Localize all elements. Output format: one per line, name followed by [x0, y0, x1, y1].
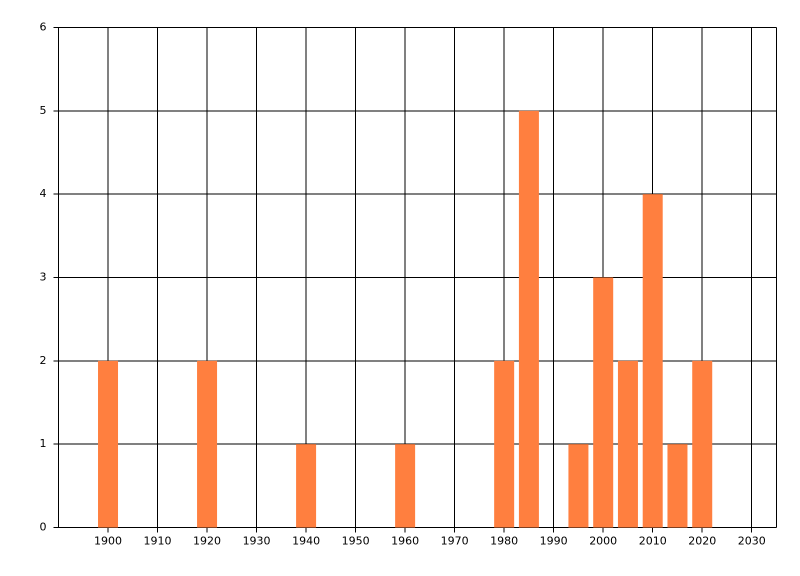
bar: [494, 360, 515, 528]
bar: [593, 277, 614, 528]
x-tick-label: 1990: [540, 535, 568, 548]
x-tick-label: 1950: [342, 535, 370, 548]
bar: [617, 360, 638, 528]
x-tick-label: 1930: [243, 535, 271, 548]
bar: [518, 110, 539, 528]
bar: [296, 444, 317, 528]
y-tick-label: 1: [40, 437, 47, 450]
x-tick-label: 2010: [639, 535, 667, 548]
x-tick-label: 2020: [688, 535, 716, 548]
bar: [667, 444, 688, 528]
y-tick-label: 2: [40, 354, 47, 367]
y-tick-label: 0: [40, 521, 47, 534]
x-tick-label: 1920: [193, 535, 221, 548]
x-tick-label: 1910: [144, 535, 172, 548]
x-tick-label: 1940: [292, 535, 320, 548]
x-tick-label: 1900: [94, 535, 122, 548]
bar: [642, 194, 663, 528]
bar: [692, 360, 713, 528]
y-tick-label: 5: [40, 104, 47, 117]
bar: [98, 360, 119, 528]
bar: [568, 444, 589, 528]
x-tick-label: 1980: [490, 535, 518, 548]
x-tick-label: 1960: [391, 535, 419, 548]
bar: [197, 360, 218, 528]
x-tick-label: 2030: [738, 535, 766, 548]
x-tick-label: 1970: [441, 535, 469, 548]
y-tick-label: 6: [40, 21, 47, 34]
bar: [395, 444, 416, 528]
y-tick-label: 3: [40, 271, 47, 284]
x-tick-label: 2000: [589, 535, 617, 548]
y-tick-label: 4: [40, 187, 47, 200]
